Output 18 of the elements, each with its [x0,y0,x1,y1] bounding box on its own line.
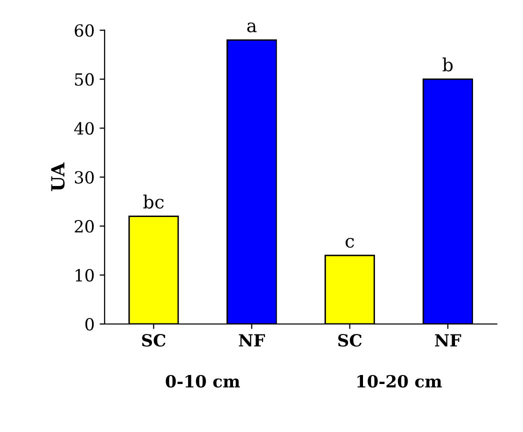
y-tick-label: 10 [76,269,94,282]
x-tick-label: SC [338,334,362,347]
x-tick-label: NF [435,334,462,346]
y-tick-label: 50 [75,73,94,86]
data-label: a [247,22,257,32]
y-tick-label: 0 [85,318,94,331]
data-label: c [346,238,354,248]
data-label: bc [143,194,164,209]
y-tick-label: 40 [74,122,94,135]
data-label: b [442,58,453,72]
y-tick-label: 30 [74,171,94,184]
x-tick-label: NF [238,334,266,346]
y-tick-label: 60 [74,24,94,37]
x-tick-label: SC [142,334,166,347]
y-tick-label: 20 [74,220,94,233]
text: 10-20 cm [357,374,442,388]
text: 0-10 cm [166,374,240,388]
y-axis-title: UA [51,162,65,192]
